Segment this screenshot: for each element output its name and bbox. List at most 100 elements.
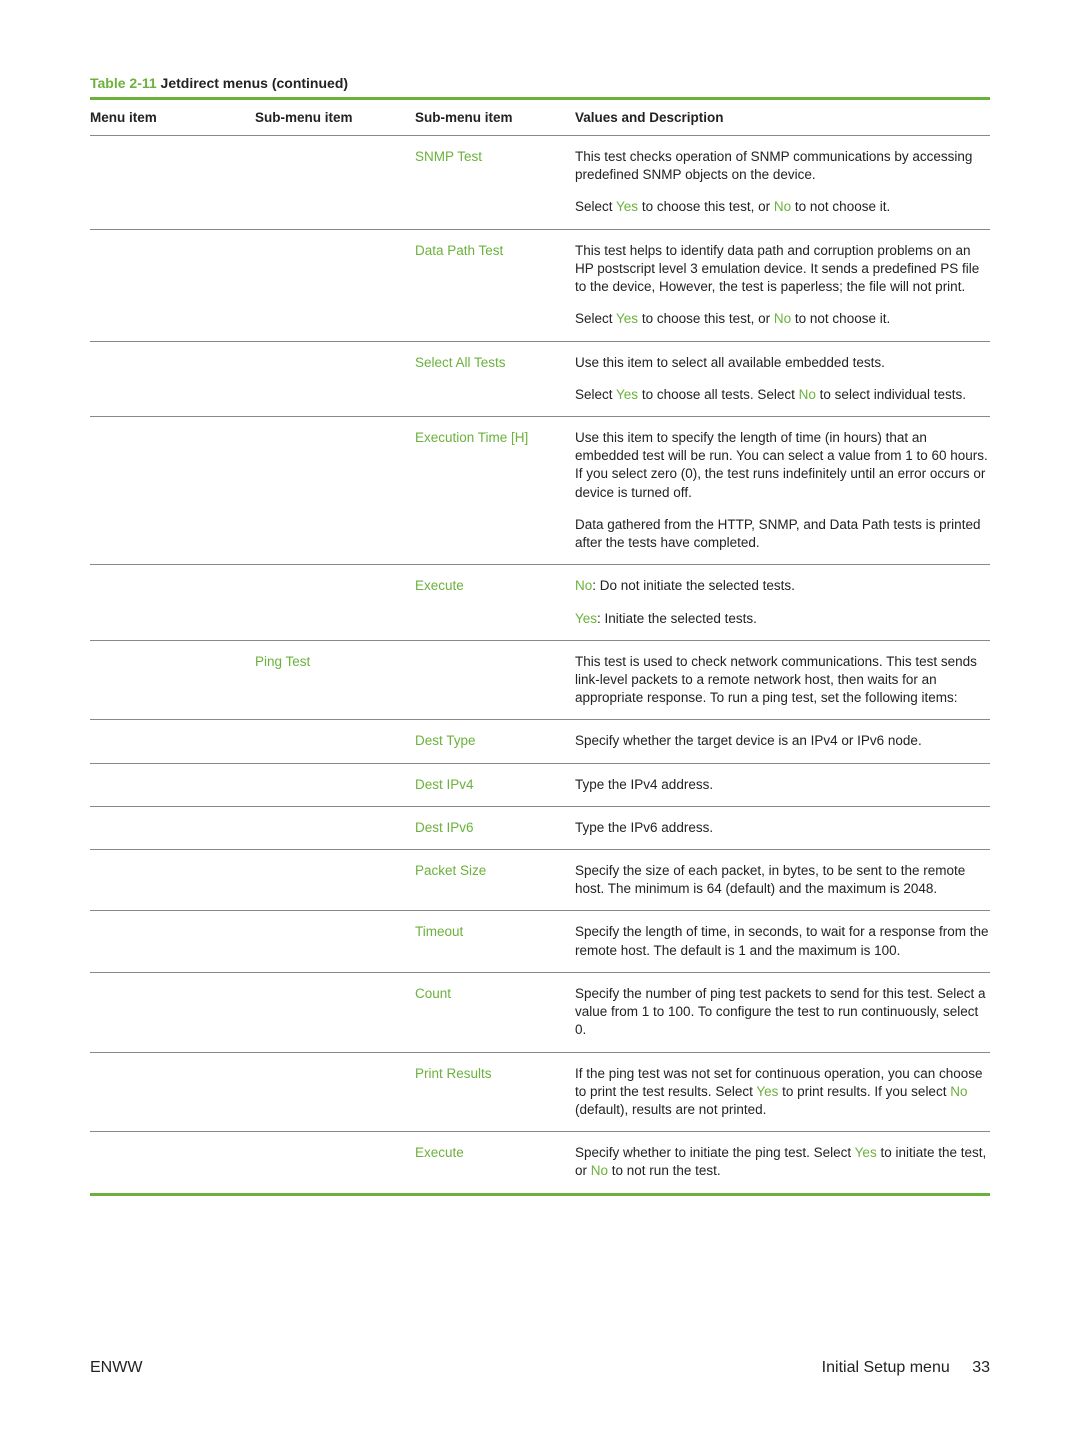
cell-submenu-2: Execution Time [H]: [415, 429, 575, 552]
cell-description: Specify whether the target device is an …: [575, 732, 990, 750]
cell-submenu-1: [255, 148, 415, 217]
cell-menu-item: [90, 653, 255, 708]
description-paragraph: Data gathered from the HTTP, SNMP, and D…: [575, 516, 990, 552]
table-header-row: Menu item Sub-menu item Sub-menu item Va…: [90, 100, 990, 136]
table-row: Packet SizeSpecify the size of each pack…: [90, 850, 990, 898]
cell-description: Type the IPv6 address.: [575, 819, 990, 837]
cell-menu-item: [90, 776, 255, 794]
description-paragraph: Specify the size of each packet, in byte…: [575, 862, 990, 898]
table-row: Select All TestsUse this item to select …: [90, 342, 990, 404]
cell-description: Specify the number of ping test packets …: [575, 985, 990, 1040]
table-row: ExecuteNo: Do not initiate the selected …: [90, 565, 990, 627]
cell-description: If the ping test was not set for continu…: [575, 1065, 990, 1120]
cell-submenu-1: [255, 985, 415, 1040]
description-paragraph: Use this item to select all available em…: [575, 354, 990, 372]
table-row: SNMP TestThis test checks operation of S…: [90, 136, 990, 217]
description-paragraph: This test is used to check network commu…: [575, 653, 990, 708]
cell-submenu-2: SNMP Test: [415, 148, 575, 217]
description-paragraph: Specify the length of time, in seconds, …: [575, 923, 990, 959]
table-number: Table 2-11: [90, 75, 157, 91]
cell-submenu-1: [255, 862, 415, 898]
cell-submenu-2: Timeout: [415, 923, 575, 959]
description-paragraph: Type the IPv4 address.: [575, 776, 990, 794]
cell-submenu-1: [255, 1065, 415, 1120]
description-paragraph: Specify whether the target device is an …: [575, 732, 990, 750]
cell-menu-item: [90, 577, 255, 627]
description-paragraph: Type the IPv6 address.: [575, 819, 990, 837]
cell-submenu-1: [255, 732, 415, 750]
document-page: Table 2-11 Jetdirect menus (continued) M…: [0, 0, 1080, 1437]
cell-menu-item: [90, 985, 255, 1040]
cell-submenu-2: Count: [415, 985, 575, 1040]
description-paragraph: Select Yes to choose all tests. Select N…: [575, 386, 990, 404]
cell-description: This test is used to check network commu…: [575, 653, 990, 708]
cell-menu-item: [90, 354, 255, 404]
table-row: Data Path TestThis test helps to identif…: [90, 230, 990, 329]
cell-submenu-1: [255, 242, 415, 329]
description-paragraph: Select Yes to choose this test, or No to…: [575, 310, 990, 328]
table-row: Print ResultsIf the ping test was not se…: [90, 1053, 990, 1120]
footer-right: Initial Setup menu 33: [822, 1359, 990, 1377]
cell-submenu-1: [255, 577, 415, 627]
cell-submenu-1: [255, 776, 415, 794]
description-paragraph: Use this item to specify the length of t…: [575, 429, 990, 502]
cell-description: Specify whether to initiate the ping tes…: [575, 1144, 990, 1180]
cell-menu-item: [90, 1065, 255, 1120]
header-submenu-1: Sub-menu item: [255, 110, 415, 125]
description-paragraph: This test helps to identify data path an…: [575, 242, 990, 297]
header-menu-item: Menu item: [90, 110, 255, 125]
description-paragraph: Specify the number of ping test packets …: [575, 985, 990, 1040]
cell-submenu-2: Dest IPv4: [415, 776, 575, 794]
cell-menu-item: [90, 148, 255, 217]
cell-description: Use this item to specify the length of t…: [575, 429, 990, 552]
table-row: Execution Time [H]Use this item to speci…: [90, 417, 990, 552]
description-paragraph: Yes: Initiate the selected tests.: [575, 610, 990, 628]
cell-submenu-2: Execute: [415, 577, 575, 627]
cell-menu-item: [90, 1144, 255, 1180]
cell-submenu-1: [255, 354, 415, 404]
bottom-thick-rule: [90, 1193, 990, 1196]
table-row: CountSpecify the number of ping test pac…: [90, 973, 990, 1040]
cell-menu-item: [90, 429, 255, 552]
cell-description: Type the IPv4 address.: [575, 776, 990, 794]
cell-description: Use this item to select all available em…: [575, 354, 990, 404]
cell-menu-item: [90, 732, 255, 750]
cell-submenu-2: Dest Type: [415, 732, 575, 750]
table-row: Ping Test This test is used to check netw…: [90, 641, 990, 708]
cell-submenu-1: [255, 429, 415, 552]
table-row: ExecuteSpecify whether to initiate the p…: [90, 1132, 990, 1180]
cell-submenu-2: Packet Size: [415, 862, 575, 898]
footer-page-number: 33: [972, 1359, 990, 1376]
cell-submenu-1: Ping Test: [255, 653, 415, 708]
cell-submenu-1: [255, 819, 415, 837]
cell-menu-item: [90, 862, 255, 898]
table-body: SNMP TestThis test checks operation of S…: [90, 136, 990, 1196]
description-paragraph: This test checks operation of SNMP commu…: [575, 148, 990, 184]
cell-submenu-2: Execute: [415, 1144, 575, 1180]
cell-description: This test checks operation of SNMP commu…: [575, 148, 990, 217]
header-submenu-2: Sub-menu item: [415, 110, 575, 125]
cell-submenu-2: Dest IPv6: [415, 819, 575, 837]
header-values: Values and Description: [575, 110, 990, 125]
description-paragraph: If the ping test was not set for continu…: [575, 1065, 990, 1120]
description-paragraph: Select Yes to choose this test, or No to…: [575, 198, 990, 216]
table-row: Dest IPv6Type the IPv6 address.: [90, 807, 990, 837]
table-caption: Table 2-11 Jetdirect menus (continued): [90, 75, 990, 91]
footer-left: ENWW: [90, 1359, 142, 1377]
table-row: Dest IPv4Type the IPv4 address.: [90, 764, 990, 794]
page-footer: ENWW Initial Setup menu 33: [90, 1359, 990, 1377]
cell-description: Specify the size of each packet, in byte…: [575, 862, 990, 898]
cell-submenu-2: Data Path Test: [415, 242, 575, 329]
cell-menu-item: [90, 242, 255, 329]
cell-description: No: Do not initiate the selected tests.Y…: [575, 577, 990, 627]
cell-submenu-2: Print Results: [415, 1065, 575, 1120]
cell-submenu-2: [415, 653, 575, 708]
cell-description: Specify the length of time, in seconds, …: [575, 923, 990, 959]
cell-menu-item: [90, 819, 255, 837]
cell-submenu-1: [255, 923, 415, 959]
footer-section-label: Initial Setup menu: [822, 1359, 950, 1376]
cell-submenu-2: Select All Tests: [415, 354, 575, 404]
cell-description: This test helps to identify data path an…: [575, 242, 990, 329]
cell-submenu-1: [255, 1144, 415, 1180]
table-caption-text: Jetdirect menus (continued): [157, 75, 348, 91]
